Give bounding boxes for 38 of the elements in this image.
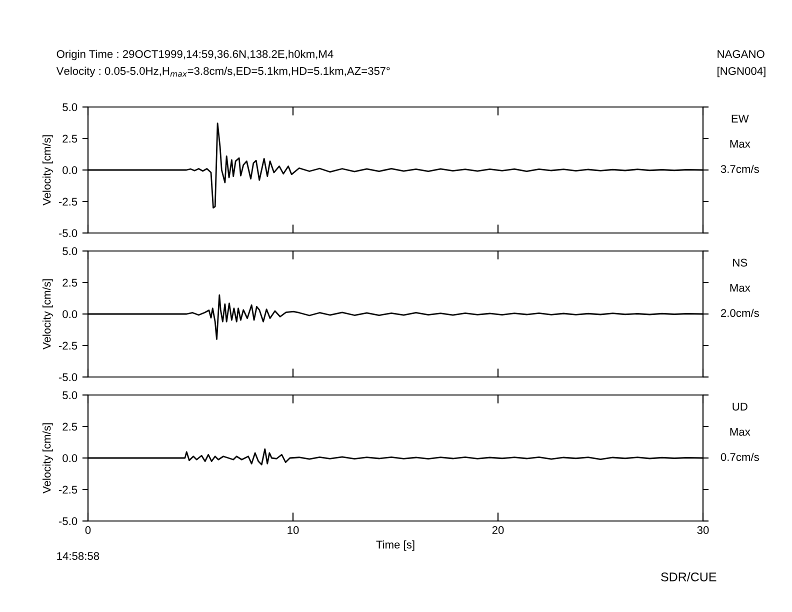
text: Max	[730, 284, 750, 292]
x-tick-label: 30	[697, 526, 709, 534]
y-tick-label: 0.0	[62, 454, 78, 462]
y-tick-label: 5.0	[62, 391, 78, 400]
text: 2.0cm/s	[721, 308, 759, 317]
text: 0.7cm/s	[720, 452, 759, 461]
y-tick-label: -2.5	[58, 198, 78, 206]
text: Max	[730, 428, 750, 436]
text: EW	[732, 114, 749, 122]
text: NS	[733, 258, 748, 267]
text: Max	[730, 140, 750, 148]
y-axis-title: Velocity [cm/s]	[42, 423, 53, 494]
text: 3.7cm/s	[720, 164, 759, 173]
text: UD	[732, 402, 748, 411]
y-tick-label: -2.5	[58, 342, 78, 350]
y-tick-label: 2.5	[62, 278, 78, 287]
y-tick-label: 0.0	[62, 166, 78, 174]
text: NAGANO	[718, 50, 764, 58]
y-axis-title: Velocity [cm/s]	[42, 279, 53, 350]
chart-subtitle: Velocity : 0.05-5.0Hz,H$_{max}$=3.8cm/s,ED=5.1km,HD=5.1km,AZ=357°	[56, 66, 390, 78]
x-tick-label: 20	[492, 526, 504, 534]
y-tick-label: 5.0	[62, 103, 78, 112]
x-axis-title: Time [s]	[376, 540, 414, 551]
y-axis-title: Velocity [cm/s]	[42, 135, 53, 206]
chart-title: Origin Time : 29OCT1999,14:59,36.6N,138.2E,h0km,M4	[56, 50, 334, 60]
x-tick-label: 10	[288, 526, 299, 534]
x-tick-label: 0	[85, 526, 91, 534]
text: 14:58:58	[57, 552, 100, 560]
y-tick-label: 0.0	[62, 310, 78, 318]
y-tick-label: -5.0	[58, 517, 78, 526]
text: SDR/CUE	[661, 572, 716, 582]
y-tick-label: 5.0	[62, 247, 78, 256]
text: [NGN004]	[718, 66, 766, 78]
y-tick-label: -5.0	[58, 373, 78, 382]
y-tick-label: -2.5	[58, 486, 78, 494]
y-tick-label: 2.5	[62, 422, 78, 431]
y-tick-label: 2.5	[62, 134, 78, 143]
y-tick-label: -5.0	[58, 229, 78, 238]
